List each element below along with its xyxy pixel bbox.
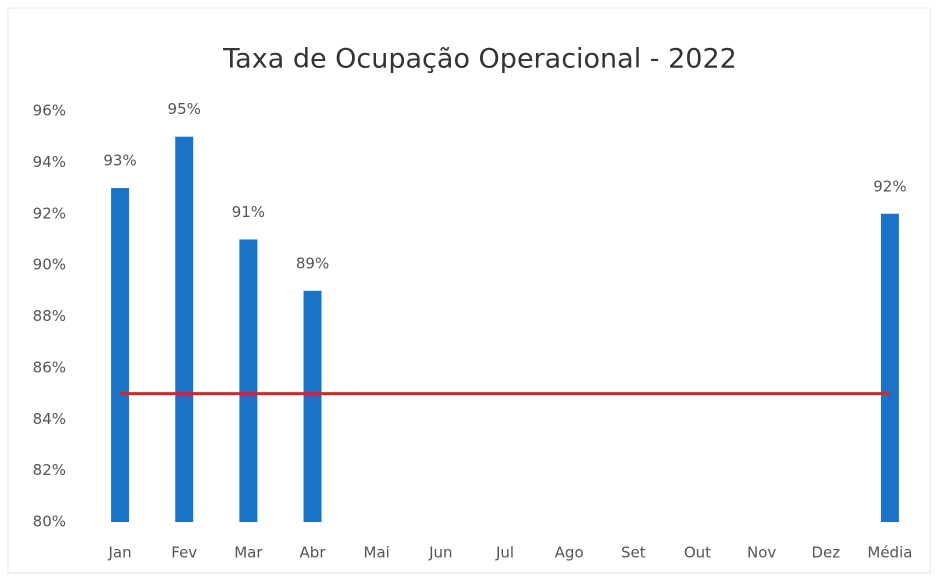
x-tick-label: Mai [364, 544, 390, 562]
x-tick-label: Média [867, 544, 912, 562]
data-label: 91% [232, 203, 265, 221]
data-label: 93% [103, 152, 136, 170]
x-tick-label: Mar [234, 544, 263, 562]
x-tick-label: Nov [747, 544, 776, 562]
data-label: 92% [873, 177, 906, 195]
y-tick-label: 82% [33, 461, 66, 479]
x-tick-label: Jan [108, 544, 132, 562]
y-tick-label: 96% [33, 102, 66, 120]
bar [175, 136, 194, 522]
bar [303, 290, 322, 522]
chart-frame [7, 7, 931, 574]
y-tick-label: 94% [33, 153, 66, 171]
y-tick-label: 80% [33, 513, 66, 531]
x-tick-label: Fev [171, 544, 197, 562]
x-tick-label: Dez [811, 544, 840, 562]
bar [239, 239, 258, 522]
y-tick-label: 90% [33, 256, 66, 274]
x-tick-label: Ago [555, 544, 584, 562]
data-label: 95% [168, 100, 201, 118]
x-tick-label: Jun [428, 544, 452, 562]
x-tick-label: Set [621, 544, 646, 562]
bar [111, 188, 130, 522]
y-tick-label: 92% [33, 204, 66, 222]
x-tick-label: Abr [300, 544, 327, 562]
bar [880, 213, 899, 522]
y-tick-label: 86% [33, 358, 66, 376]
y-tick-label: 88% [33, 307, 66, 325]
y-tick-label: 84% [33, 410, 66, 428]
data-label: 89% [296, 254, 329, 272]
x-tick-label: Jul [495, 544, 514, 562]
chart-title: Taxa de Ocupação Operacional - 2022 [222, 44, 737, 75]
x-tick-label: Out [684, 544, 711, 562]
